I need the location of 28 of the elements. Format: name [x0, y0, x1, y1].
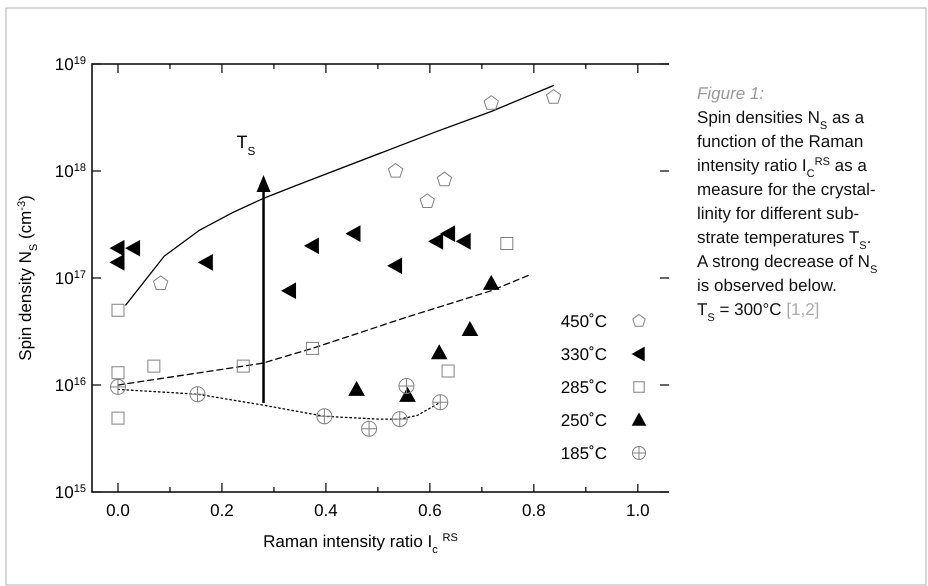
x-tick-label: 0.2 — [210, 501, 234, 520]
y-tick-label: 10$^{18}$ — [54, 162, 86, 181]
legend-label: 250˚C — [560, 411, 607, 430]
text: strate temperatures T$_{S}$. — [697, 228, 872, 252]
y-tick-label: 10$^{16}$ — [54, 376, 86, 395]
legend-label: 185˚C — [560, 444, 607, 463]
text: T$_{S}$ = 300°C — [697, 300, 782, 324]
text: intensity ratio I$_{C}$$^{RS}$ as a — [697, 156, 868, 180]
text: function of the Raman — [697, 132, 864, 151]
x-tick-label: 0.6 — [418, 501, 442, 520]
x-tick-label: 1.0 — [626, 501, 650, 520]
x-tick-label: 0.0 — [106, 501, 130, 520]
text: A strong decrease of N$_{S}$ — [697, 252, 878, 276]
legend-label: 285˚C — [560, 378, 607, 397]
annotation: T$_{S}$ — [236, 132, 256, 158]
text: [1,2] — [782, 300, 820, 319]
text: linity for different sub- — [697, 204, 860, 223]
text: Spin densities N$_{S}$ as a — [697, 108, 865, 132]
y-tick-label: 10$^{17}$ — [54, 269, 86, 288]
legend-label: 450˚C — [560, 312, 607, 331]
text: measure for the crystal- — [697, 180, 876, 199]
x-tick-label: 0.4 — [314, 501, 338, 520]
x-tick-label: 0.8 — [522, 501, 546, 520]
y-tick-label: 10$^{15}$ — [54, 483, 86, 502]
y-tick-label: 10$^{19}$ — [54, 55, 86, 74]
text: is observed below. — [697, 276, 837, 295]
caption: Figure 1: — [697, 84, 764, 103]
legend-label: 330˚C — [560, 345, 607, 364]
